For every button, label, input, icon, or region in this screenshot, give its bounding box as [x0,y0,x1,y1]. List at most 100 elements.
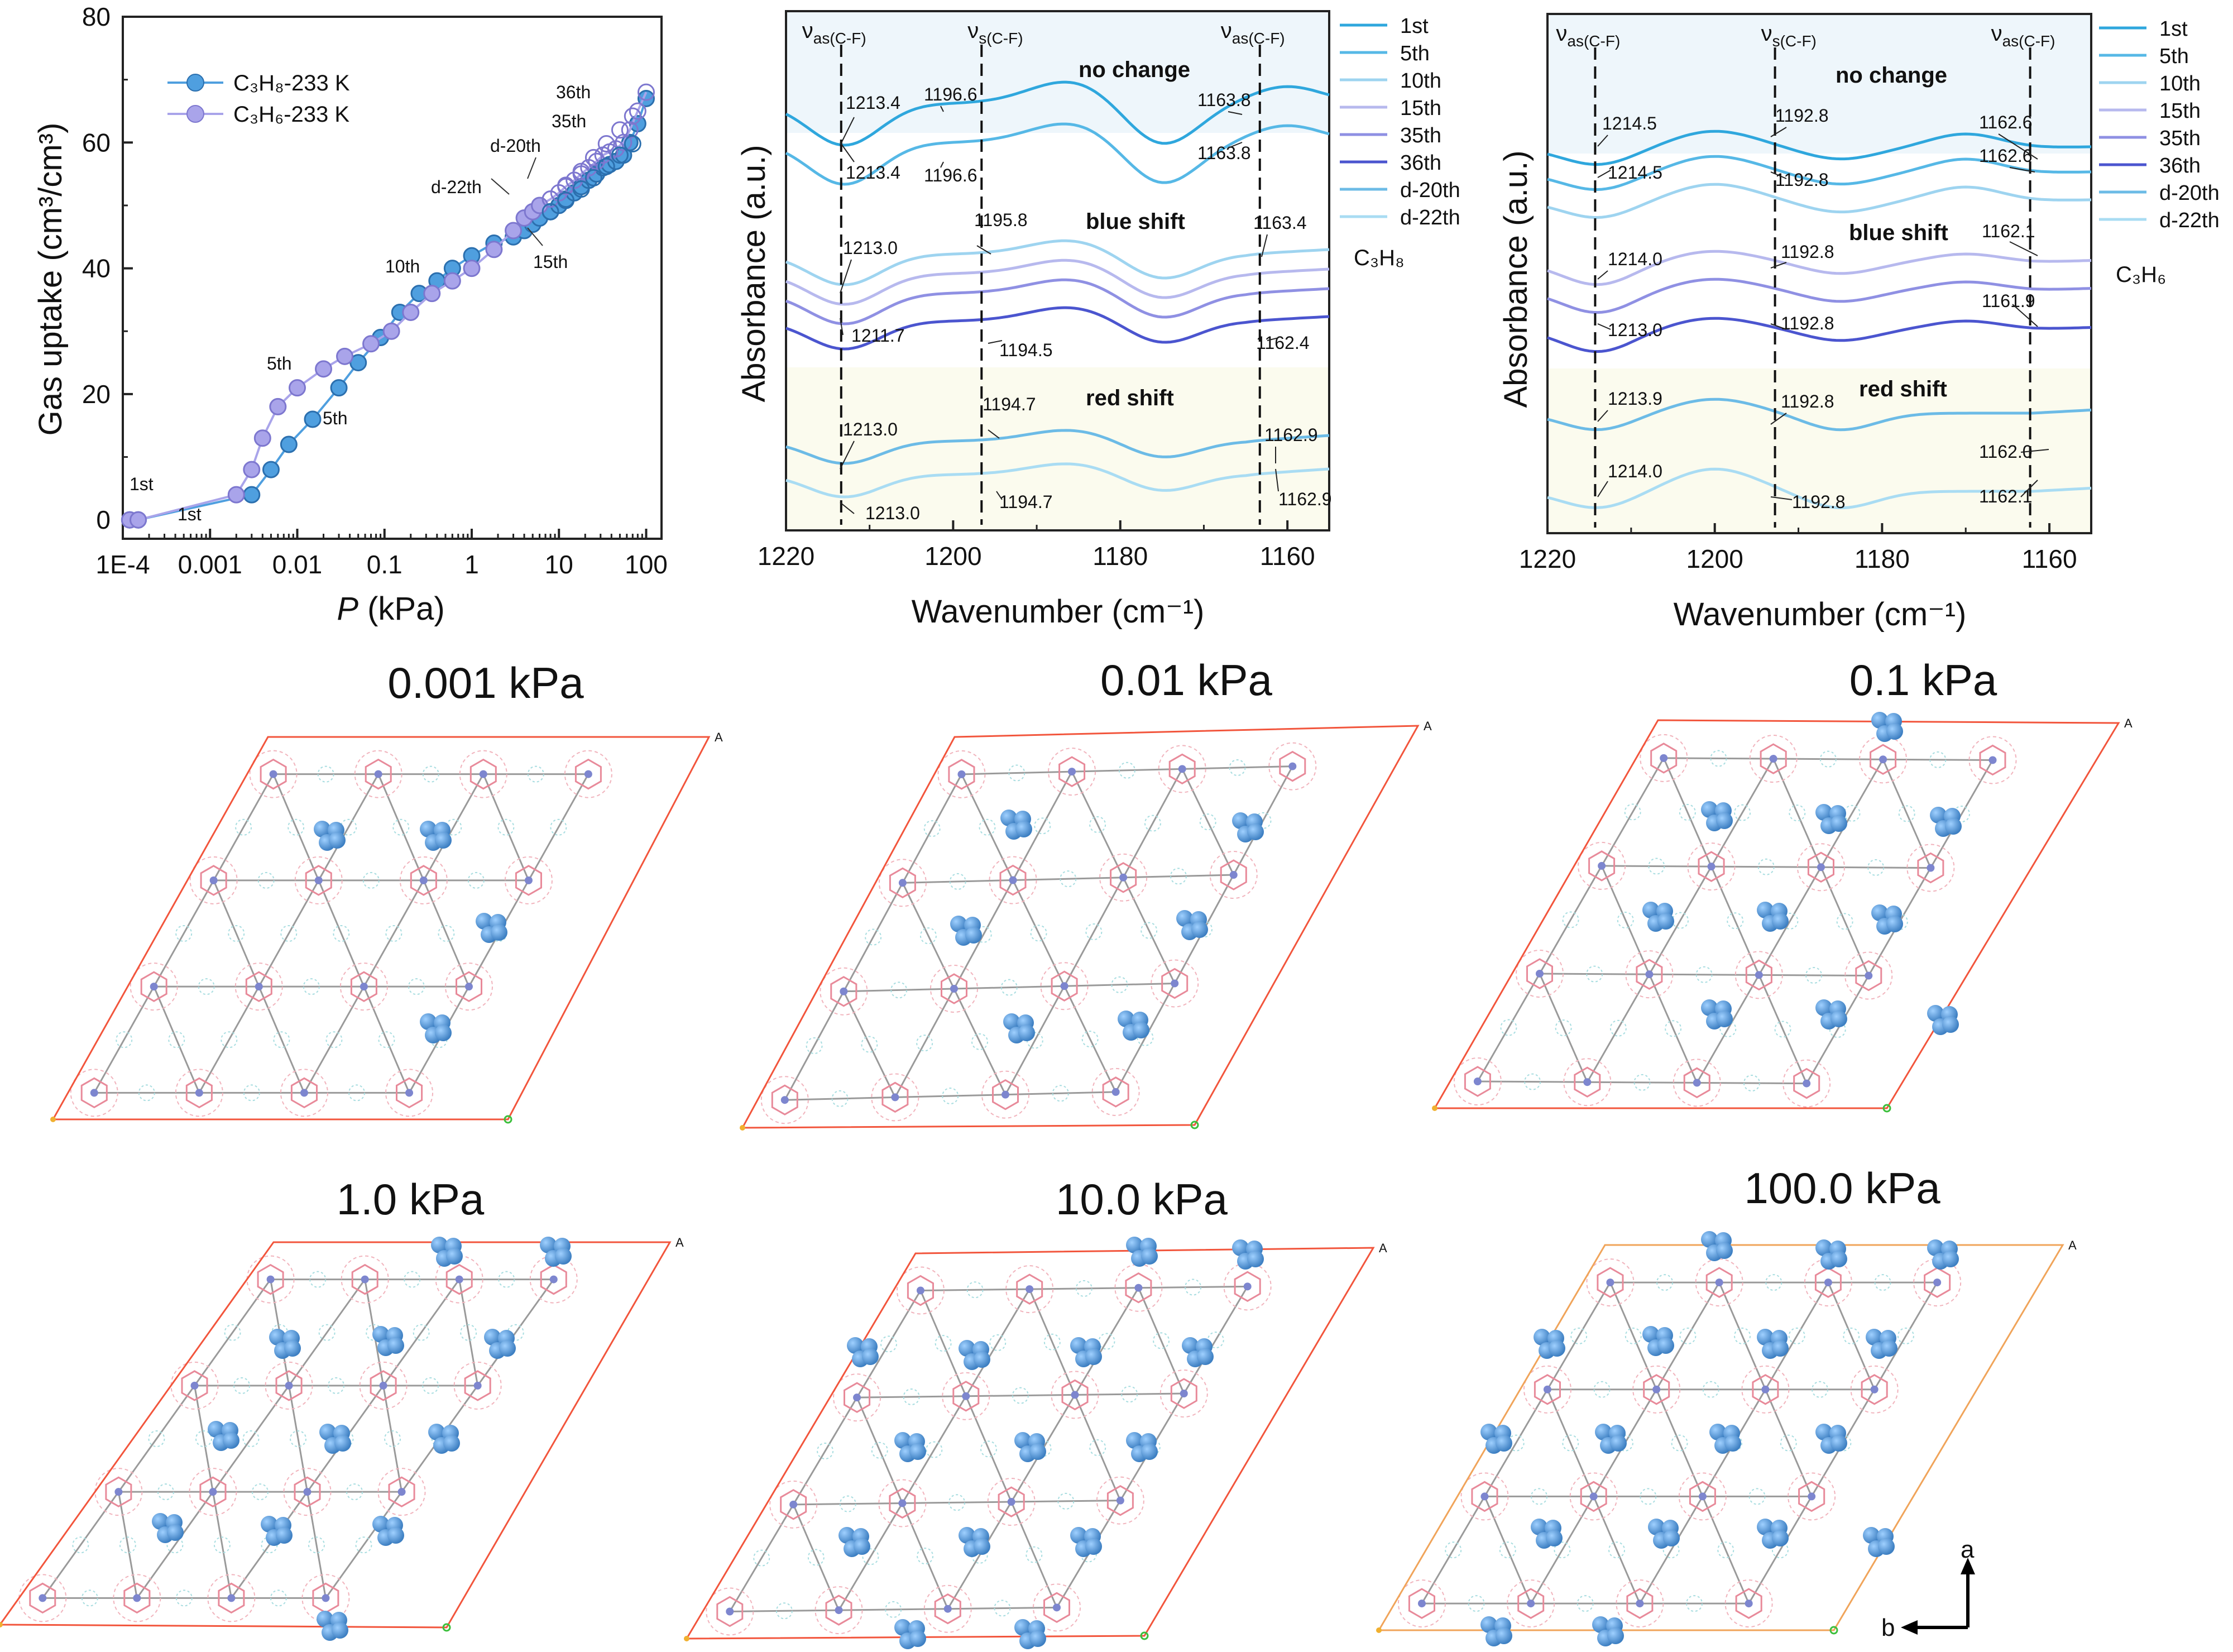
isotherm-y-tick-label: 20 [82,380,111,409]
framework-node-center [473,1381,482,1390]
molecule-atom [1480,1616,1497,1633]
isotherm-x-tick-label: 0.001 [178,550,242,579]
framework-linker [1639,1496,1704,1604]
crystal-panel: 0.001 kPa A [50,658,723,1124]
framework-cf-group [81,1589,98,1607]
framework-node [456,971,482,1002]
framework-cf-group [251,1483,269,1501]
ftir-c3h6-peak-labels: 1214.5 1192.8 1162.6 1214.5 1192.8 1162.6 1214… [1597,106,2049,512]
molecule-atom [1642,1326,1659,1343]
molecule-atom [1648,1519,1665,1535]
framework-cf-group [1617,912,1634,929]
framework-node-ring [1569,1472,1618,1521]
framework-node-ring [1460,1472,1509,1521]
ftir-peak-arrow [1228,142,1243,149]
framework-cf-group [1710,750,1727,767]
framework-linker [318,880,365,987]
molecule-atom [1141,1443,1158,1460]
ftir-c3h6-vlines: νas(C-F) νs(C-F) νas(C-F) [1556,21,2055,528]
molecule-atom [1085,1348,1102,1365]
framework-node-center [950,984,958,993]
framework-node-ring [234,963,283,1011]
framework-cf-group [257,872,275,889]
framework-node [1924,1267,1951,1298]
framework-node [771,1084,798,1115]
framework-node-center [957,770,966,778]
framework-cf-group [1524,1073,1541,1090]
framework-cf-group [1805,966,1823,984]
ftir-peak-label: 1214.0 [1608,249,1662,269]
framework-cf-group [355,1536,372,1554]
framework-node-center [1693,1079,1701,1087]
framework-node-ring [1223,1262,1272,1311]
ftir-legend-label: 1st [1400,15,1429,38]
ftir-c3h8-curves [785,80,1330,499]
ftir-peak-label: 1213.4 [846,162,900,183]
framework-node-center [1111,1088,1120,1096]
framework-lattice [760,742,1317,1124]
framework-linker [902,1502,949,1610]
framework-node-ring [1005,1265,1054,1314]
framework-node-center [303,1488,312,1496]
framework-node [1106,1485,1134,1516]
framework-node-center [1243,1282,1252,1291]
molecule-atom [1757,1329,1774,1345]
framework-node-ring [987,1478,1036,1526]
framework-cf-group [325,1031,343,1048]
ftir-legend-label: d-22th [2159,209,2220,232]
framework-cf-group [1898,805,1915,822]
framework-linker [1029,1287,1139,1290]
adsorbed-molecule [372,1516,404,1546]
framework-node-ring [1159,1370,1208,1418]
isotherm-data-point [588,152,606,170]
molecule-atom [950,916,967,932]
framework-cf-group [994,1600,1011,1617]
adsorbed-molecule [420,1013,452,1043]
framework-linker [1655,1389,1704,1497]
framework-cf-group [1679,1327,1697,1344]
adsorbed-molecule [1534,1329,1565,1359]
ftir-peak-arrow [988,340,1003,344]
framework-node [1588,850,1616,882]
adsorbed-molecule [1070,1337,1102,1367]
adsorbed-molecule [1701,1231,1733,1261]
molecule-atom [1716,1242,1733,1259]
framework-linker [1772,758,1822,868]
framework-cf-group [1012,1387,1029,1404]
molecule-atom [1247,823,1264,840]
framework-cf-group [949,873,966,890]
ftir-vline-label: νas(C-F) [1991,21,2055,50]
framework-node-ring [1507,1579,1555,1628]
framework-node [1102,1076,1129,1108]
framework-linker [784,1096,895,1101]
framework-linker [258,880,320,987]
framework-node [1574,1066,1601,1098]
crystal-panel: 10.0 kPa A [684,1175,1387,1649]
ftir-peak-arrow [2009,241,2038,256]
framework-linker [961,770,1072,775]
ftir-peak-label: 1162.9 [1278,489,1332,509]
framework-cf-group [1734,1327,1751,1344]
framework-linker [1028,1289,1076,1395]
ftir-peak-arrow [840,142,855,162]
ftir-peak-label: 1196.6 [924,165,977,185]
isotherm-x-tick-label: 0.1 [367,550,402,579]
framework-cf-group [1734,804,1751,821]
framework-node-center [1002,1090,1010,1099]
framework-lattice [70,750,612,1117]
framework-cf-group [942,1088,959,1105]
ftir-peak-label: 1162.1 [1979,486,2033,506]
molecule-atom [1232,812,1249,829]
ftir-spectrum-curve [785,462,1330,499]
molecule-atom [1945,818,1962,835]
framework-node [290,1077,318,1109]
ftir-peak-arrow [1275,468,1279,492]
isotherm-data-point [243,461,261,478]
crystal-panel: 0.01 kPa A [740,655,1432,1131]
unit-cell-origin-marker [442,1623,451,1632]
framework-node [1626,1588,1654,1619]
framework-node-center [269,770,277,778]
framework-node-center [1119,873,1128,882]
ftir-c3h6-gas-label: C₃H₆ [2116,262,2166,287]
molecule-atom [1176,910,1193,927]
